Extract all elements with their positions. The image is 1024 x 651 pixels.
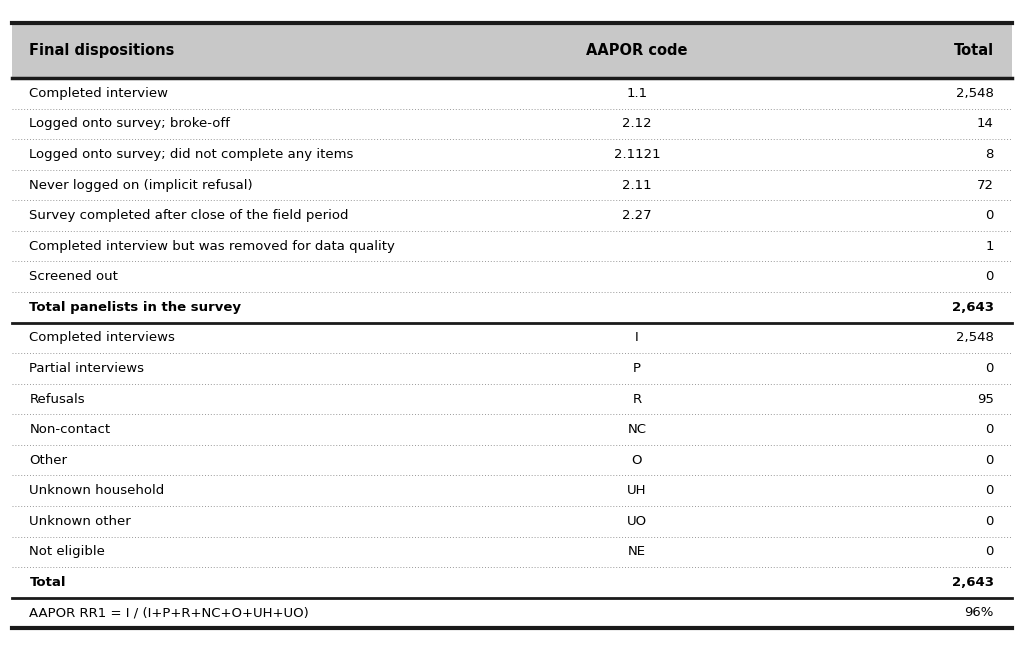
Text: NE: NE [628,546,646,559]
Text: Logged onto survey; did not complete any items: Logged onto survey; did not complete any… [30,148,353,161]
Text: Completed interview: Completed interview [30,87,168,100]
Text: R: R [633,393,641,406]
Text: 2,548: 2,548 [955,331,993,344]
Text: 8: 8 [985,148,993,161]
Text: Non-contact: Non-contact [30,423,111,436]
Text: Final dispositions: Final dispositions [30,43,175,58]
Text: NC: NC [628,423,646,436]
Text: 0: 0 [985,515,993,528]
Text: Screened out: Screened out [30,270,119,283]
Text: 1.1: 1.1 [627,87,647,100]
Text: Total panelists in the survey: Total panelists in the survey [30,301,242,314]
Text: Total: Total [953,43,993,58]
Text: 0: 0 [985,423,993,436]
Text: 2.12: 2.12 [623,117,651,130]
Text: 96%: 96% [965,607,993,620]
Text: UH: UH [627,484,647,497]
Text: Refusals: Refusals [30,393,85,406]
Text: 0: 0 [985,270,993,283]
Text: 2.11: 2.11 [623,178,651,191]
Text: P: P [633,362,641,375]
Text: O: O [632,454,642,467]
Text: 72: 72 [977,178,993,191]
Text: Unknown other: Unknown other [30,515,131,528]
Bar [12,23,1012,78]
Text: 2.1121: 2.1121 [613,148,660,161]
Text: 2,548: 2,548 [955,87,993,100]
Text: Other: Other [30,454,68,467]
Text: 0: 0 [985,209,993,222]
Text: Completed interviews: Completed interviews [30,331,175,344]
Text: Never logged on (implicit refusal): Never logged on (implicit refusal) [30,178,253,191]
Text: Survey completed after close of the field period: Survey completed after close of the fiel… [30,209,349,222]
Text: 14: 14 [977,117,993,130]
Text: Partial interviews: Partial interviews [30,362,144,375]
Text: AAPOR RR1 = I / (I+P+R+NC+O+UH+UO): AAPOR RR1 = I / (I+P+R+NC+O+UH+UO) [30,607,309,620]
Text: 2.27: 2.27 [623,209,651,222]
Text: 0: 0 [985,546,993,559]
Text: 2,643: 2,643 [951,576,993,589]
Text: 2,643: 2,643 [951,301,993,314]
Text: 1: 1 [985,240,993,253]
Text: 95: 95 [977,393,993,406]
Text: Logged onto survey; broke-off: Logged onto survey; broke-off [30,117,230,130]
Text: 0: 0 [985,454,993,467]
Text: Not eligible: Not eligible [30,546,105,559]
Text: Total: Total [30,576,66,589]
Text: 0: 0 [985,362,993,375]
Text: Completed interview but was removed for data quality: Completed interview but was removed for … [30,240,395,253]
Text: Unknown household: Unknown household [30,484,165,497]
Text: I: I [635,331,639,344]
Text: UO: UO [627,515,647,528]
Text: AAPOR code: AAPOR code [586,43,688,58]
Text: 0: 0 [985,484,993,497]
